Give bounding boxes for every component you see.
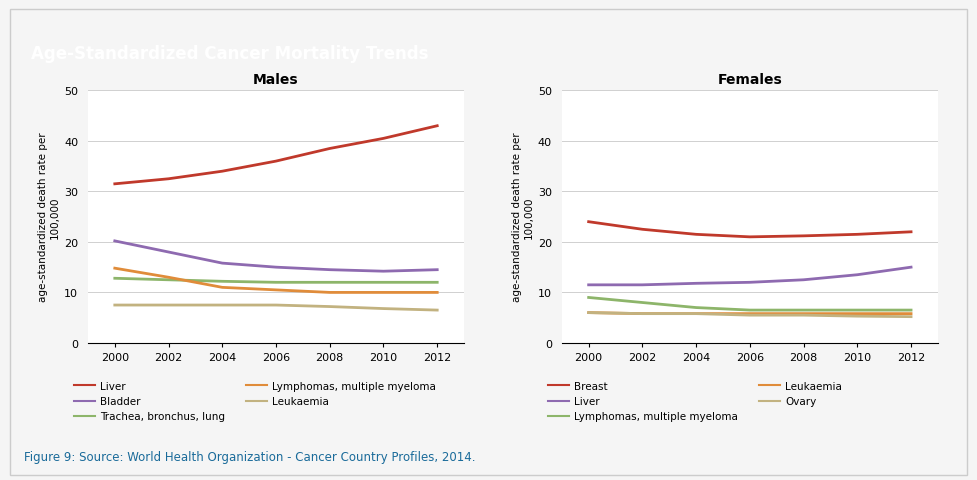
Y-axis label: age-standardized death rate per
100,000: age-standardized death rate per 100,000 — [38, 132, 60, 302]
Title: Females: Females — [717, 73, 783, 87]
Text: Figure 9: Source: World Health Organization - Cancer Country Profiles, 2014.: Figure 9: Source: World Health Organizat… — [24, 450, 476, 463]
Text: Age-Standardized Cancer Mortality Trends: Age-Standardized Cancer Mortality Trends — [31, 45, 428, 63]
Y-axis label: age-standardized death rate per
100,000: age-standardized death rate per 100,000 — [512, 132, 533, 302]
Legend: Liver, Bladder, Trachea, bronchus, lung, Lymphomas, multiple myeloma, Leukaemia: Liver, Bladder, Trachea, bronchus, lung,… — [74, 381, 436, 421]
Legend: Breast, Liver, Lymphomas, multiple myeloma, Leukaemia, Ovary: Breast, Liver, Lymphomas, multiple myelo… — [548, 381, 842, 421]
Title: Males: Males — [253, 73, 299, 87]
